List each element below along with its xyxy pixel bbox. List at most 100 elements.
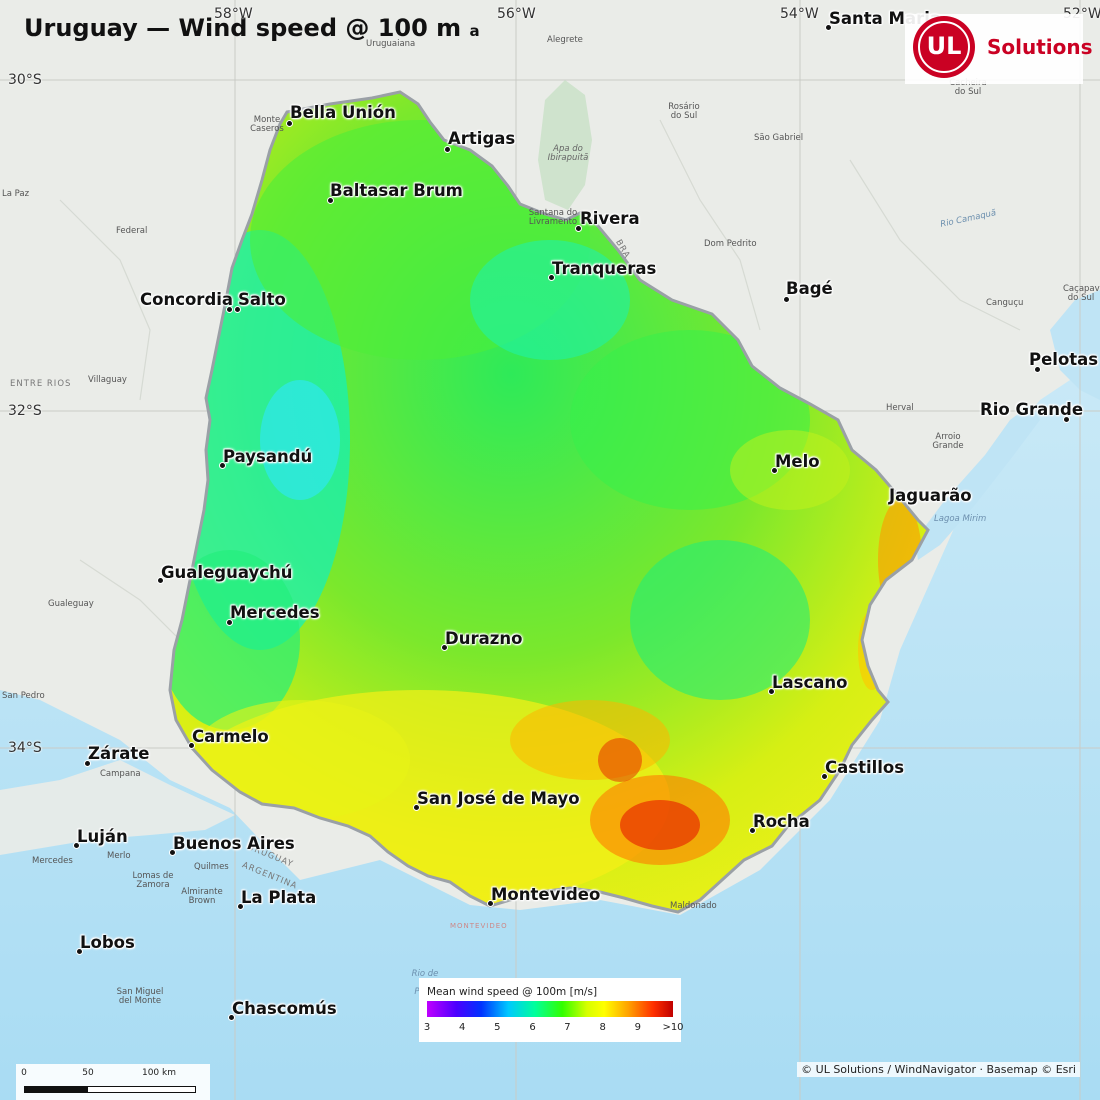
scale-label: 50 [82,1068,94,1078]
city-marker [226,619,233,626]
basemap-label: Caçapava do Sul [1063,284,1100,303]
legend-tick: 7 [564,1022,571,1033]
city-label-mercedes[interactable]: Mercedes [230,603,320,622]
basemap-label: Federal [116,226,148,236]
city-marker [768,688,775,695]
city-marker [1063,416,1070,423]
city-label-pelotas[interactable]: Pelotas [1029,350,1099,369]
basemap-label: Mercedes [32,856,73,866]
city-marker [286,120,293,127]
city-marker [234,306,241,313]
legend-ticks: 3 4 5 6 7 8 9 >10 [423,1022,684,1034]
city-label-durazno[interactable]: Durazno [445,629,523,648]
city-label-bage[interactable]: Bagé [786,279,833,298]
map-title: Uruguay — Wind speed @ 100 m a [24,14,480,42]
city-label-tranqueras[interactable]: Tranqueras [552,259,657,278]
basemap-label: Villaguay [88,375,127,385]
city-marker [771,467,778,474]
longitude-label-56w: 56°W [497,6,536,22]
city-label-rivera[interactable]: Rivera [580,209,640,228]
city-marker [749,827,756,834]
basemap-label: Uruguaiana [366,39,416,49]
longitude-label-54w: 54°W [780,6,819,22]
city-marker [821,773,828,780]
city-label-bella-union[interactable]: Bella Unión [290,103,396,122]
city-label-montevideo[interactable]: Montevideo [491,885,601,904]
city-label-zarate[interactable]: Zárate [88,744,150,763]
ul-logo-mark: UL [913,16,975,78]
ul-solutions-logo: UL Solutions [905,14,1093,84]
city-marker [548,274,555,281]
scale-label: 0 [21,1068,27,1078]
city-label-chascomus[interactable]: Chascomús [232,999,337,1018]
city-marker [1034,366,1041,373]
city-marker [487,900,494,907]
basemap-label: ENTRE RIOS [10,379,72,389]
basemap-label: MONTEVIDEO [450,922,508,930]
city-marker [76,948,83,955]
basemap-label: Arroio Grande [932,432,964,451]
basemap-label: Almirante Brown [181,887,223,906]
city-label-lobos[interactable]: Lobos [80,933,135,952]
attribution: © UL Solutions / WindNavigator · Basemap… [797,1062,1080,1077]
city-label-paysandu[interactable]: Paysandú [223,447,313,466]
legend-tick: 3 [423,1022,431,1033]
city-marker [441,644,448,651]
city-marker [237,903,244,910]
city-label-gualeguaychu[interactable]: Gualeguaychú [161,563,293,582]
legend-tick: 5 [494,1022,501,1033]
city-label-melo[interactable]: Melo [775,452,820,471]
city-label-concordia[interactable]: Concordia [140,290,234,309]
city-marker [413,804,420,811]
basemap-label: São Gabriel [754,133,804,143]
city-label-carmelo[interactable]: Carmelo [192,727,269,746]
city-label-salto[interactable]: Salto [238,290,286,309]
basemap-label: Apa do Ibirapuitã [547,144,589,163]
city-label-artigas[interactable]: Artigas [448,129,516,148]
legend-tick: 4 [458,1022,466,1033]
basemap-label: Herval [886,403,914,413]
basemap-label: Campana [100,769,141,779]
legend-color-bar [427,1001,673,1017]
latitude-label-32s: 32°S [8,403,42,419]
city-marker [783,296,790,303]
basemap-label: Merlo [107,851,131,861]
basemap-label: Gualeguay [48,599,94,609]
basemap-label: Monte Caseros [250,115,284,134]
ul-logo-text: Solutions [987,35,1093,59]
city-label-jaguarao[interactable]: Jaguarão [889,486,972,505]
basemap-label: Rosário do Sul [668,102,700,121]
legend-tick: 6 [529,1022,536,1033]
city-marker [219,462,226,469]
basemap-label: Canguçu [986,298,1024,308]
city-marker [575,225,582,232]
basemap-label: La Paz [2,189,30,199]
city-label-la-plata[interactable]: La Plata [241,888,317,907]
legend-tick: 9 [634,1022,641,1033]
city-label-rio-grande[interactable]: Rio Grande [980,400,1084,419]
scale-label: 100 km [141,1068,177,1078]
basemap-label: Dom Pedrito [704,239,757,249]
city-label-lujan[interactable]: Luján [77,827,128,846]
city-marker [84,760,91,767]
city-marker [444,146,451,153]
city-marker [226,306,233,313]
wind-speed-legend: Mean wind speed @ 100m [m/s] 3 4 5 6 7 8… [419,978,684,1042]
city-label-buenos-aires[interactable]: Buenos Aires [173,834,295,853]
scale-bar-graphic [24,1086,196,1093]
basemap-label: Lomas de Zamora [132,871,174,890]
legend-tick: >10 [662,1022,684,1033]
city-label-rocha[interactable]: Rocha [753,812,810,831]
city-marker [188,742,195,749]
city-label-castillos[interactable]: Castillos [825,758,905,777]
city-label-san-jose-de-mayo[interactable]: San José de Mayo [417,789,580,808]
basemap-label: Santana do Livramento [528,208,578,227]
city-label-baltasar-brum[interactable]: Baltasar Brum [330,181,463,200]
basemap-label: Maldonado [670,901,717,911]
basemap-label: Lagoa Mirim [934,514,987,524]
legend-title: Mean wind speed @ 100m [m/s] [427,986,598,998]
legend-tick: 8 [599,1022,606,1033]
city-label-lascano[interactable]: Lascano [772,673,848,692]
